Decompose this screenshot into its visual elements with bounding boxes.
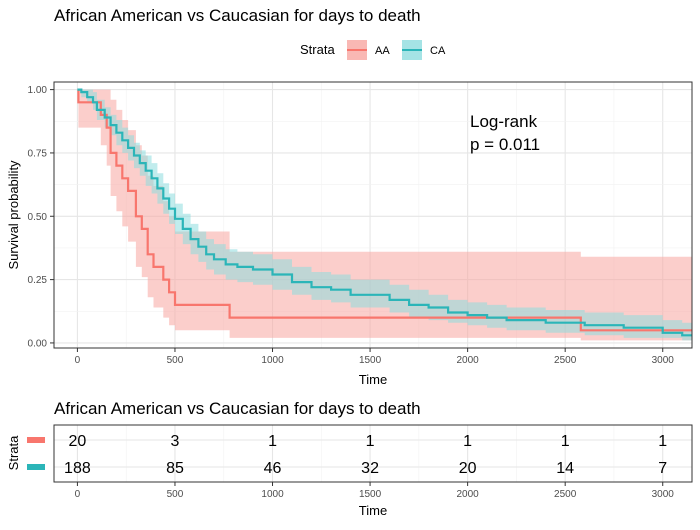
survival-plot-panel: 0.00 0.25 0.50 0.75 1.00 0 500 1000 1500 2000 250… (6, 81, 693, 387)
risk-cell-ca: 188 (64, 460, 91, 477)
legend-title: Strata (300, 42, 335, 57)
risk-table-cells: 20 3 1 1 1 1 1 188 85 46 32 20 14 7 (64, 433, 667, 477)
risk-cell-ca: 46 (264, 460, 282, 477)
x-tick-label: 1500 (359, 355, 382, 366)
risk-cell-aa: 1 (658, 433, 667, 450)
table-x-tick-label: 2500 (554, 489, 577, 500)
strata-key-aa (27, 437, 45, 443)
risk-cell-ca: 32 (361, 460, 379, 477)
survival-curve-ca (77, 88, 692, 337)
y-axis-label: Survival probability (6, 160, 21, 270)
risk-table-x-axis-label: Time (359, 503, 387, 518)
x-tick-label: 500 (167, 355, 184, 366)
risk-cell-ca: 14 (556, 460, 574, 477)
legend-label-ca: CA (430, 45, 446, 57)
x-tick-label: 0 (75, 355, 81, 366)
y-tick-label: 0.00 (28, 338, 48, 349)
risk-cell-aa: 1 (561, 433, 570, 450)
risk-table-x-ticks: 0 500 1000 1500 2000 2500 3000 (75, 482, 675, 500)
logrank-pvalue: p = 0.011 (470, 135, 540, 154)
x-axis-label: Time (359, 372, 387, 387)
table-x-tick-label: 500 (167, 489, 184, 500)
survival-curve-aa (77, 88, 692, 332)
y-tick-label: 0.25 (28, 275, 48, 286)
legend: Strata AA CA (300, 40, 446, 60)
risk-cell-ca: 85 (166, 460, 184, 477)
strata-key-ca (27, 464, 45, 470)
main-plot-title: African American vs Caucasian for days t… (54, 6, 421, 25)
table-x-tick-label: 1500 (359, 489, 382, 500)
survival-curves (77, 88, 692, 337)
y-tick-label: 1.00 (28, 85, 48, 96)
table-x-tick-label: 2000 (457, 489, 480, 500)
table-x-tick-label: 1000 (261, 489, 284, 500)
y-tick-label: 0.50 (28, 212, 48, 223)
survival-plot-border (53, 81, 693, 349)
x-tick-label: 2500 (554, 355, 577, 366)
table-x-tick-label: 3000 (652, 489, 675, 500)
risk-cell-aa: 1 (366, 433, 375, 450)
risk-cell-ca: 20 (459, 460, 477, 477)
risk-cell-ca: 7 (658, 460, 667, 477)
x-axis-ticks: 0 500 1000 1500 2000 2500 3000 (75, 348, 675, 366)
risk-table-strata-keys (27, 437, 45, 470)
y-tick-label: 0.75 (28, 148, 48, 159)
risk-table-border (53, 424, 693, 483)
risk-cell-aa: 1 (463, 433, 472, 450)
x-tick-label: 2000 (457, 355, 480, 366)
confidence-bands (77, 89, 692, 341)
risk-cell-aa: 1 (268, 433, 277, 450)
x-tick-label: 1000 (261, 355, 284, 366)
risk-cell-aa: 3 (171, 433, 180, 450)
risk-table-y-axis-label: Strata (6, 435, 21, 470)
risk-table-grid (54, 425, 692, 482)
table-x-tick-label: 0 (75, 489, 81, 500)
risk-cell-aa: 20 (69, 433, 87, 450)
risk-table-panel: 20 3 1 1 1 1 1 188 85 46 32 20 14 7 0 500 1000 1500 2000 2… (6, 424, 693, 518)
legend-label-aa: AA (375, 45, 390, 57)
y-axis-ticks: 0.00 0.25 0.50 0.75 1.00 (28, 85, 54, 349)
confidence-band-ca (77, 89, 692, 341)
risk-table-title: African American vs Caucasian for days t… (54, 399, 421, 418)
logrank-label: Log-rank (470, 112, 538, 131)
x-tick-label: 3000 (652, 355, 675, 366)
